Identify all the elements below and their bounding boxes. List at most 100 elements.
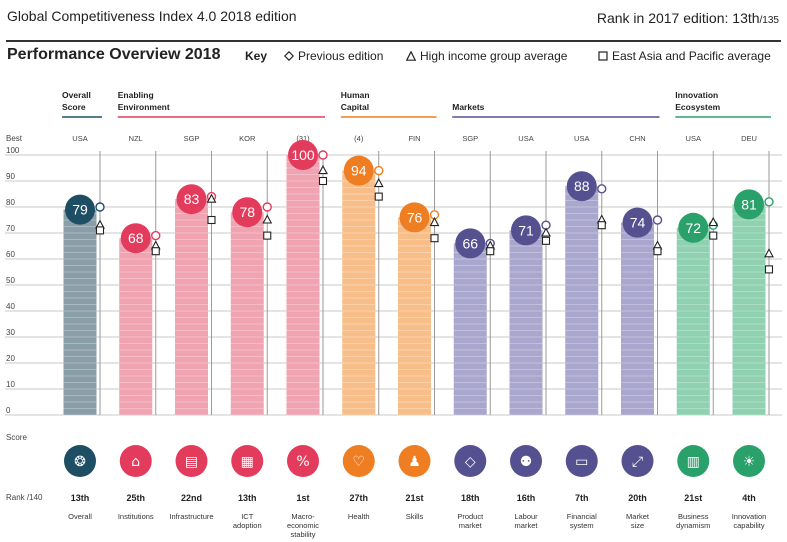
score-value: 68: [128, 230, 144, 246]
pillar-label: Business: [678, 512, 709, 521]
score-bubble: [176, 184, 207, 215]
score-bubble: [343, 155, 374, 186]
pillar-rank: 21st: [684, 493, 702, 503]
pillar-rank: 27th: [349, 493, 368, 503]
best-performer-label: NZL: [129, 134, 143, 143]
percent-icon: [287, 445, 319, 477]
best-performer-label: (31): [296, 134, 310, 143]
score-bubble: [678, 212, 709, 243]
score-bubble: [399, 202, 430, 233]
score-bubble: [65, 194, 95, 225]
previous-rank-total: /135: [759, 15, 779, 26]
score-bar: [63, 209, 97, 415]
score-bubble: [120, 223, 151, 254]
y-tick-label: 50: [6, 276, 15, 285]
card-icon: [565, 445, 598, 477]
pillar-rank: 4th: [742, 493, 756, 503]
best-performer-label: USA: [686, 134, 701, 143]
y-tick-label: 0: [6, 406, 11, 415]
pillar-label: Infrastructure: [169, 512, 213, 521]
high-income-marker: [708, 216, 719, 227]
diamond-icon: [283, 50, 295, 62]
score-bubble: [455, 228, 486, 259]
key-high-income-label: High income group average: [420, 49, 568, 63]
pillar-label: Skills: [406, 512, 424, 521]
document-icon: [677, 445, 710, 477]
east-asia-marker: [486, 247, 495, 256]
page-title: Performance Overview 2018: [7, 46, 221, 63]
group-label: Human: [341, 90, 370, 100]
best-performer-label: SGP: [462, 134, 478, 143]
tag-icon-glyph: ◇: [465, 454, 476, 470]
pillar-label: dynamism: [676, 521, 710, 530]
pillar-rank: 25th: [126, 493, 145, 503]
score-bar: [119, 238, 153, 415]
high-income-marker: [206, 193, 217, 203]
east-asia-marker: [430, 234, 439, 243]
score-bar: [676, 227, 710, 415]
score-value: 81: [741, 196, 757, 212]
score-bubble: [232, 197, 263, 228]
tag-icon: [454, 445, 487, 477]
high-income-marker: [429, 216, 440, 227]
group-label: Capital: [341, 102, 369, 112]
medal-icon: [64, 445, 96, 477]
high-income-marker: [373, 177, 384, 188]
score-value: 88: [574, 178, 590, 194]
y-tick-label: 30: [6, 328, 15, 337]
score-value: 71: [518, 222, 534, 238]
previous-edition-marker: [151, 230, 161, 241]
score-value: 66: [462, 235, 478, 251]
east-asia-marker: [207, 215, 216, 225]
pillar-rank: 13th: [71, 493, 90, 503]
pillar-label: Macro-: [291, 512, 315, 521]
score-bar: [621, 222, 654, 415]
east-asia-marker: [653, 247, 662, 256]
best-performer-label: USA: [72, 134, 87, 143]
chip-icon: [231, 445, 264, 477]
group-label: Overall: [62, 90, 91, 100]
header-divider: [6, 40, 781, 42]
score-bubble: [622, 207, 653, 238]
east-asia-marker: [764, 265, 774, 274]
score-value: 78: [239, 204, 255, 220]
pillar-label: capability: [733, 521, 765, 530]
best-performer-label: FIN: [408, 134, 420, 143]
pillar-label: Institutions: [118, 512, 154, 521]
pillar-rank: 22nd: [181, 493, 202, 503]
heartbeat-icon: [342, 445, 375, 477]
group-label: Ecosystem: [675, 102, 720, 112]
key-previous-edition: Previous edition: [283, 49, 384, 63]
pillar-label: Labour: [514, 512, 538, 521]
document-icon-glyph: ▥: [687, 454, 700, 470]
score-bar: [398, 217, 431, 415]
group-label: Environment: [118, 102, 170, 112]
score-bar: [565, 186, 599, 415]
expand-icon-glyph: ⤢: [632, 454, 643, 470]
y-tick-label: 10: [6, 380, 15, 389]
previous-edition-marker: [764, 197, 774, 207]
key-previous-edition-label: Previous edition: [298, 49, 384, 63]
pillar-label: size: [631, 521, 644, 530]
y-axis-score-label: Score: [6, 433, 27, 442]
group-label: Markets: [452, 102, 484, 112]
previous-edition-marker: [95, 202, 105, 212]
pillar-rank: 18th: [461, 493, 480, 503]
pillar-label: adoption: [233, 521, 262, 530]
east-asia-marker: [318, 176, 328, 186]
best-performer-label: CHN: [629, 134, 645, 143]
east-asia-marker: [597, 221, 606, 230]
pillar-label: market: [459, 521, 483, 530]
high-income-marker: [262, 214, 273, 224]
pillar-label: ICT: [241, 512, 254, 521]
score-bar: [342, 170, 376, 415]
score-value: 79: [72, 202, 88, 218]
pillar-label: Innovation: [732, 512, 767, 521]
high-income-marker: [541, 227, 551, 237]
medal-icon-glyph: ❂: [74, 454, 86, 470]
graduate-icon-glyph: ♟: [408, 454, 421, 470]
previous-edition-marker: [597, 184, 607, 194]
group-label: Enabling: [118, 90, 154, 100]
pillar-rank: 7th: [575, 493, 589, 503]
